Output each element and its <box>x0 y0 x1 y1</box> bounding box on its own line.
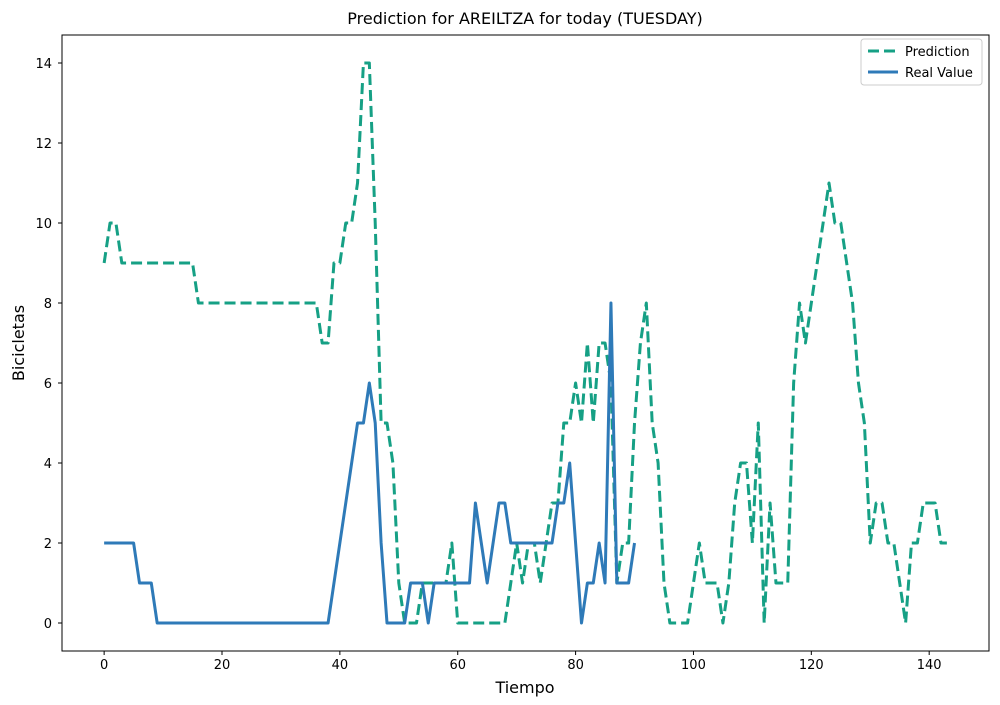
plot-frame <box>61 34 990 652</box>
legend-label-real-value: Real Value <box>905 66 973 81</box>
y-tick-label: 14 <box>35 57 52 72</box>
series-lines <box>102 61 947 625</box>
x-tick-label: 40 <box>332 658 349 673</box>
x-tick-label: 60 <box>449 658 466 673</box>
x-tick-label: 20 <box>214 658 231 673</box>
series-line-real-value <box>104 301 637 625</box>
y-tick-label: 2 <box>44 537 52 552</box>
y-tick-label: 8 <box>44 297 52 312</box>
chart-title: Prediction for AREILTZA for today (TUESD… <box>347 9 702 28</box>
y-tick-label: 4 <box>44 457 52 472</box>
x-axis-label: Tiempo <box>494 678 554 697</box>
legend: Prediction Real Value <box>860 38 983 86</box>
x-tick-label: 140 <box>917 658 942 673</box>
legend-label-prediction: Prediction <box>905 45 970 60</box>
series-line-prediction <box>102 61 947 625</box>
x-tick-label: 120 <box>799 658 824 673</box>
x-axis: 0 20 40 60 80 100 120 140 <box>100 651 942 673</box>
y-tick-label: 12 <box>35 137 52 152</box>
x-tick-label: 100 <box>681 658 706 673</box>
y-axis: 0 2 4 6 8 10 12 14 <box>35 57 62 632</box>
x-tick-label: 0 <box>100 658 108 673</box>
y-tick-label: 6 <box>44 377 52 392</box>
y-tick-label: 10 <box>35 217 52 232</box>
y-axis-label: Bicicletas <box>9 305 28 381</box>
y-tick-label: 0 <box>44 617 52 632</box>
x-tick-label: 80 <box>567 658 584 673</box>
